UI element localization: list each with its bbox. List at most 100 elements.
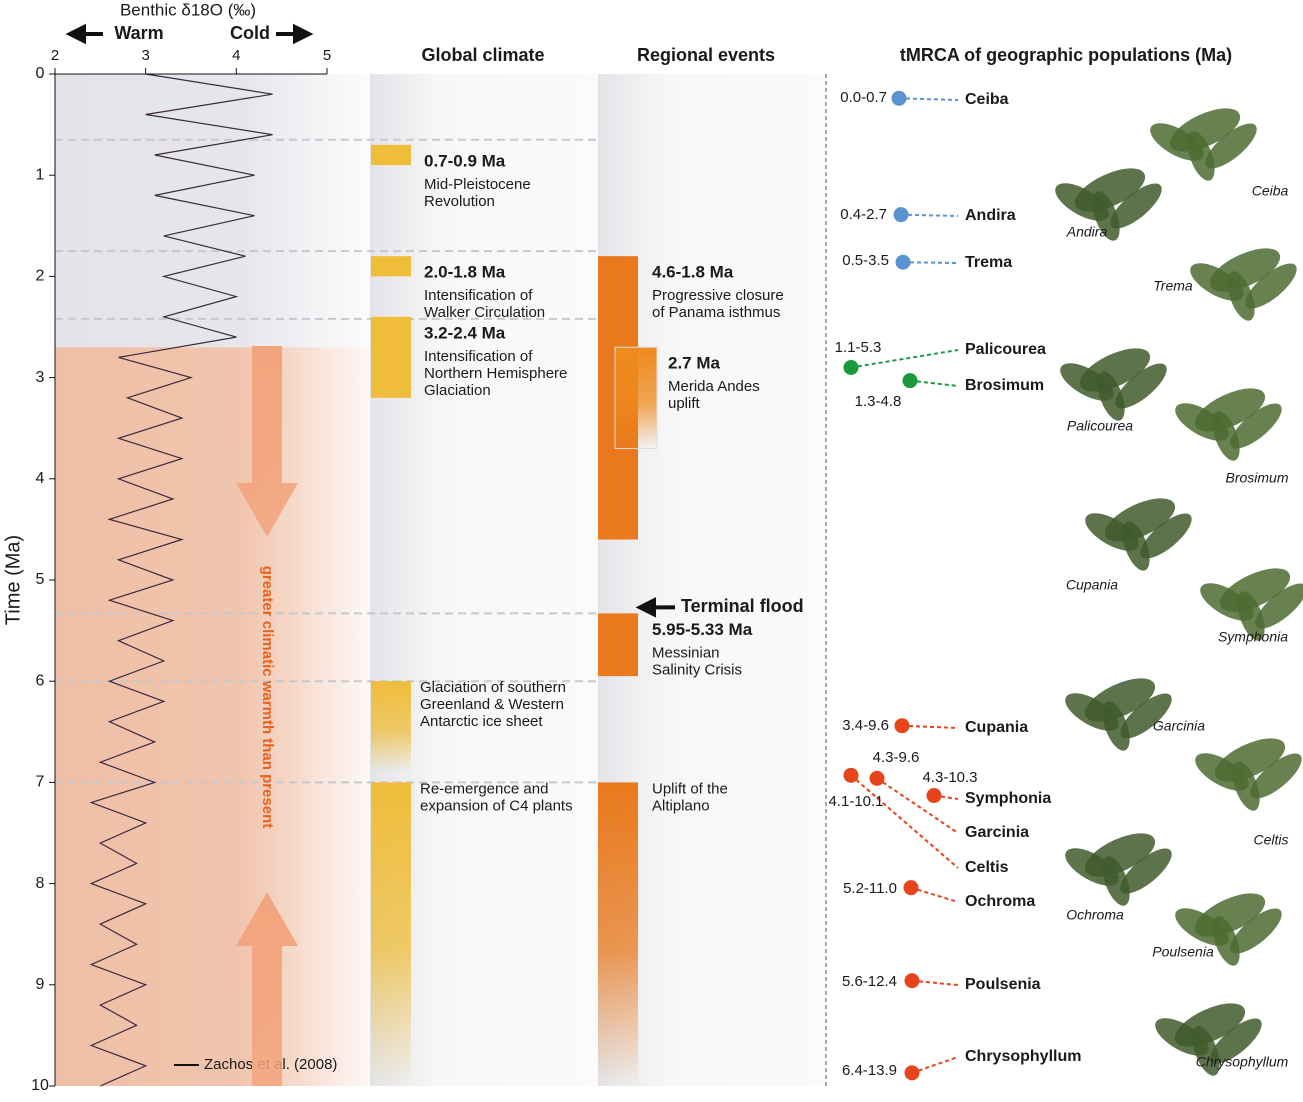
leaf <box>1230 403 1282 449</box>
leaf <box>1212 916 1240 966</box>
event-text: Uplift of the <box>652 780 728 797</box>
x-axis-title: Benthic δ18O (‰) <box>120 0 256 19</box>
y-tick-label: 10 <box>31 1077 49 1094</box>
photo-caption: Andira <box>1066 224 1108 240</box>
x-tick-label: 5 <box>323 47 331 64</box>
plant-photo <box>1175 893 1282 966</box>
taxon-name: Celtis <box>965 859 1009 876</box>
event-text: Glaciation of southern <box>420 679 566 696</box>
leaf <box>1140 513 1192 559</box>
connector <box>898 97 959 101</box>
range-label: 3.4-9.6 <box>842 717 889 734</box>
photo-caption: Ochroma <box>1066 907 1124 923</box>
leaf <box>1097 371 1125 421</box>
warmth-note: greater climatic warmth than present <box>259 566 276 829</box>
event-text: Antarctic ice sheet <box>420 713 543 730</box>
connector <box>911 979 959 986</box>
event-text: Intensification of <box>424 348 533 365</box>
event-title: 5.95-5.33 Ma <box>652 620 753 639</box>
event-text: Merida Andes <box>668 378 760 395</box>
range-label: 0.0-0.7 <box>840 89 887 106</box>
column-title: Global climate <box>421 45 544 65</box>
y-axis-title: Time (Ma) <box>2 535 24 625</box>
taxon-name: Brosimum <box>965 377 1044 394</box>
y-tick-label: 3 <box>36 369 45 386</box>
warmth-arrow <box>236 346 298 537</box>
photo-caption: Palicourea <box>1067 418 1133 434</box>
range-label: 4.3-10.3 <box>922 769 977 786</box>
photo-caption: Symphonia <box>1218 629 1288 645</box>
connector <box>876 777 959 834</box>
y-tick-label: 1 <box>36 166 45 183</box>
range-label: 6.4-13.9 <box>842 1062 897 1079</box>
warm-arrow <box>65 23 103 45</box>
range-label: 5.6-12.4 <box>842 973 897 990</box>
event-text: Intensification of <box>424 287 533 304</box>
photo-caption: Trema <box>1153 278 1193 294</box>
taxon-name: Ochroma <box>965 893 1035 910</box>
plant-photo <box>1190 248 1297 321</box>
leaf <box>1250 753 1302 799</box>
plant-photo <box>1065 833 1172 906</box>
connector <box>911 1056 959 1074</box>
leaf <box>1192 1026 1220 1076</box>
leaf <box>1232 761 1260 811</box>
range-label: 4.3-9.6 <box>873 749 920 766</box>
x-tick-label: 4 <box>232 47 240 64</box>
event-text: expansion of C4 plants <box>420 797 573 814</box>
leaf <box>1102 856 1130 906</box>
range-label: 4.1-10.1 <box>828 793 883 810</box>
leaf <box>1255 583 1303 629</box>
leaf <box>1110 183 1162 229</box>
event-title: 4.6-1.8 Ma <box>652 263 734 282</box>
event-text: Greenland & Western <box>420 696 564 713</box>
photo-caption: Poulsenia <box>1152 944 1214 960</box>
taxon-name: Palicourea <box>965 341 1046 358</box>
warmth-arrows <box>236 346 298 1086</box>
tmrca-dot <box>894 718 910 734</box>
taxon-name: Poulsenia <box>965 976 1041 993</box>
tmrca-dot <box>895 254 911 270</box>
plant-photo <box>1155 1003 1262 1076</box>
connector <box>909 379 959 387</box>
d18o-curve <box>89 73 273 1087</box>
event-title: 0.7-0.9 Ma <box>424 151 506 170</box>
event-text: Walker Circulation <box>424 304 545 321</box>
leaf <box>1115 363 1167 409</box>
event-bar <box>371 681 411 773</box>
event-bar <box>371 316 411 398</box>
leaf <box>1237 591 1265 641</box>
event-text: Northern Hemisphere <box>424 365 567 382</box>
event-bar <box>614 346 658 449</box>
leaf <box>1212 411 1240 461</box>
flood-arrow <box>635 597 675 618</box>
range-label: 1.1-5.3 <box>835 339 882 356</box>
event-text: Messinian <box>652 644 720 661</box>
range-label: 0.4-2.7 <box>840 206 887 223</box>
tmrca-dot <box>893 207 909 223</box>
y-tick-label: 7 <box>36 774 45 791</box>
taxon-name: Trema <box>965 254 1012 271</box>
leaf <box>1102 701 1130 751</box>
plant-photo <box>1055 168 1162 241</box>
event-text: Revolution <box>424 193 495 210</box>
connector <box>901 724 959 729</box>
y-tick-label: 2 <box>36 268 45 285</box>
range-label: 1.3-4.8 <box>855 393 902 410</box>
taxon-name: Chrysophyllum <box>965 1048 1081 1065</box>
tmrca-dot <box>904 1065 920 1081</box>
y-tick-label: 9 <box>36 976 45 993</box>
plant-photo <box>1150 108 1257 181</box>
tmrca-dot <box>869 770 885 786</box>
connector <box>902 261 959 264</box>
taxon-name: Symphonia <box>965 790 1051 807</box>
event-text: Altiplano <box>652 797 710 814</box>
connector <box>900 213 959 217</box>
photo-caption: Ceiba <box>1252 183 1289 199</box>
connector <box>910 886 959 903</box>
event-title: 3.2-2.4 Ma <box>424 323 506 342</box>
y-tick-label: 0 <box>36 65 45 82</box>
warmth-arrow <box>236 892 298 1086</box>
shading-fade <box>55 74 370 1086</box>
